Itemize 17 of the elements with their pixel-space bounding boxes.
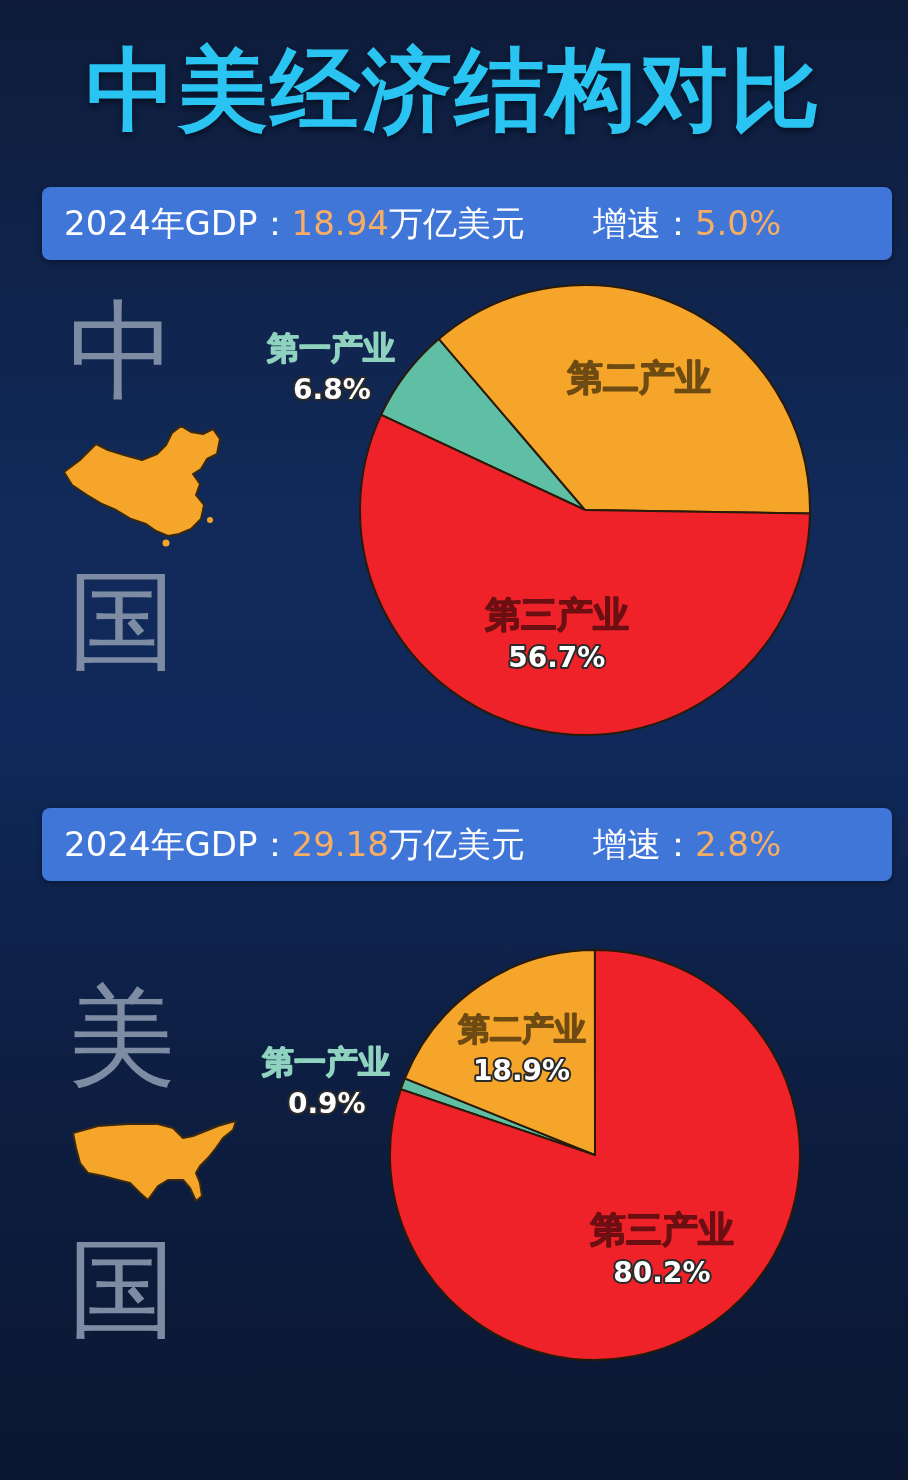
data-label: 56.7% — [508, 640, 606, 674]
data-label: 80.2% — [613, 1256, 711, 1290]
chart-title: 中美经济结构对比 — [86, 37, 822, 142]
pie-slice — [389, 949, 801, 1361]
slice-label: 第三产业 — [483, 593, 629, 635]
slice-label: 第一产业 — [260, 1042, 390, 1081]
slice-label: 第二产业 — [456, 1010, 586, 1049]
data-label: 18.9% — [472, 1054, 571, 1088]
chart-subtitle: 2024年GDP：29.18万亿美元 增速：2.8% — [64, 823, 782, 864]
text: 美国 — [67, 974, 176, 1351]
text: 中国 — [68, 288, 176, 683]
slice-label: 第三产业 — [588, 1209, 734, 1251]
slice-label: 第二产业 — [565, 356, 711, 398]
chart-subtitle: 2024年GDP：18.94万亿美元 增速：5.0% — [64, 202, 782, 243]
data-label: 0.9% — [287, 1086, 366, 1120]
slice-label: 第一产业 — [265, 329, 395, 368]
data-label: 6.8% — [293, 373, 371, 407]
